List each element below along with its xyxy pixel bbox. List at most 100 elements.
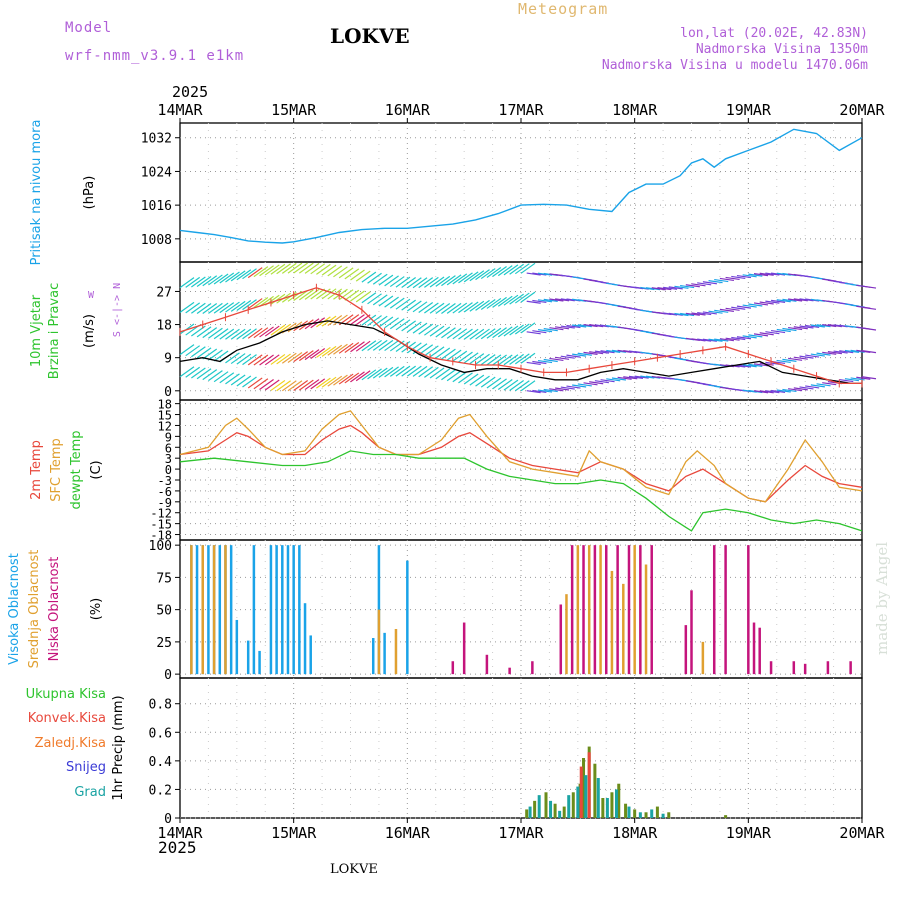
wind-barb: [503, 379, 519, 391]
wind-barb: [452, 302, 468, 314]
bar-precip: [571, 792, 575, 818]
wind-barb: [287, 262, 303, 274]
wind-barb: [469, 353, 485, 365]
wind-barb: [367, 368, 382, 380]
wind-barb: [497, 354, 513, 366]
panel-label: (C): [89, 460, 104, 479]
wind-barb: [372, 367, 388, 379]
wind-barb: [253, 327, 269, 339]
wind-barb: [566, 324, 581, 329]
wind-barb: [208, 274, 223, 286]
bar-mid_cloud: [190, 545, 193, 675]
wind-barb: [321, 288, 337, 300]
wind-barb: [316, 288, 331, 300]
wind-barb: [395, 365, 411, 377]
wind-barb: [418, 301, 434, 313]
wind-barb: [753, 390, 769, 394]
bar-low_cloud: [826, 661, 830, 675]
bar-precip: [610, 792, 614, 818]
wind-barb: [748, 334, 763, 338]
wind-barb: [697, 311, 712, 316]
wind-barb: [378, 366, 394, 378]
bar-low_cloud: [792, 661, 796, 675]
wind-barb: [560, 325, 575, 329]
panel-label: (hPa): [82, 176, 97, 210]
wind-barb: [799, 325, 814, 329]
precip-legend-label: Konvek.Kisa: [28, 711, 106, 726]
x-tick-label-bottom: 18MAR: [612, 824, 658, 842]
y-tick-label: -3: [158, 474, 172, 488]
wind-barb: [606, 378, 621, 382]
bar-precip: [553, 803, 557, 818]
wind-barb: [475, 299, 490, 311]
wind-barb: [435, 347, 451, 359]
wind-barb: [753, 333, 769, 337]
wind-barb: [492, 296, 507, 308]
wind-barb: [293, 380, 309, 391]
wind-barb: [242, 268, 257, 280]
wind-barb: [731, 336, 746, 341]
wind-barb: [537, 359, 553, 364]
y-tick-label: 75: [156, 571, 172, 586]
wind-barb: [731, 275, 746, 280]
wind-barb: [208, 370, 223, 382]
panel-label: (m/s): [82, 314, 97, 348]
wind-barb: [497, 265, 513, 277]
footer-station: LOKVE: [330, 862, 378, 877]
wind-barb: [463, 373, 479, 385]
station-title: LOKVE: [330, 24, 410, 48]
bar-precip: [633, 809, 637, 818]
wind-barb: [526, 272, 541, 276]
wind-barb: [213, 350, 229, 362]
wind-barb: [662, 286, 678, 290]
wind-barb: [514, 263, 530, 275]
bar-precip: [544, 792, 548, 818]
wind-barb: [776, 299, 791, 303]
wind-barb: [196, 302, 212, 314]
bar-mid_cloud: [610, 570, 614, 675]
bar-high_cloud: [406, 560, 409, 675]
wind-barb: [247, 377, 263, 389]
bar-low_cloud: [690, 590, 693, 675]
year-label-top: 2025: [172, 83, 209, 101]
x-tick-label-bottom: 19MAR: [726, 824, 772, 842]
wind-barb: [452, 371, 468, 383]
wind-barb: [770, 329, 786, 334]
wind-barb: [446, 370, 462, 382]
model-label: Model: [65, 20, 113, 36]
wind-barb: [361, 292, 377, 304]
wind-barb: [480, 354, 496, 366]
wind-barb: [748, 363, 763, 367]
wind-barb: [668, 286, 683, 290]
wind-barb: [424, 345, 439, 357]
bar-grad: [584, 775, 588, 818]
wind-barb: [367, 272, 382, 284]
wind-barb: [333, 266, 348, 278]
wind-barb: [532, 272, 547, 276]
wind-barb: [191, 346, 206, 358]
wind-barb: [651, 287, 666, 291]
bar-low_cloud: [650, 545, 653, 675]
wind-barb: [321, 345, 337, 357]
wind-barb: [344, 372, 360, 384]
wind-barb: [725, 276, 740, 281]
wind-barb: [839, 350, 854, 354]
wind-barb: [441, 327, 456, 339]
wind-barb: [799, 355, 814, 359]
wind-barb: [497, 295, 513, 307]
wind-barb: [497, 326, 513, 338]
wind-barb: [480, 328, 496, 340]
bar-high_cloud: [246, 640, 250, 675]
wind-barb: [293, 262, 309, 274]
wind-barb: [765, 272, 780, 276]
wind-barb: [577, 324, 592, 328]
y-tick-label: 0: [164, 385, 172, 400]
bar-mid_cloud: [587, 545, 591, 675]
bar-precip: [667, 812, 671, 818]
y-tick-label: 3: [165, 452, 172, 466]
wind-barb: [333, 288, 348, 300]
y-tick-label: 12: [158, 419, 172, 433]
bar-high_cloud: [383, 632, 386, 675]
wind-barb: [492, 266, 507, 278]
wind-barb: [372, 339, 388, 351]
